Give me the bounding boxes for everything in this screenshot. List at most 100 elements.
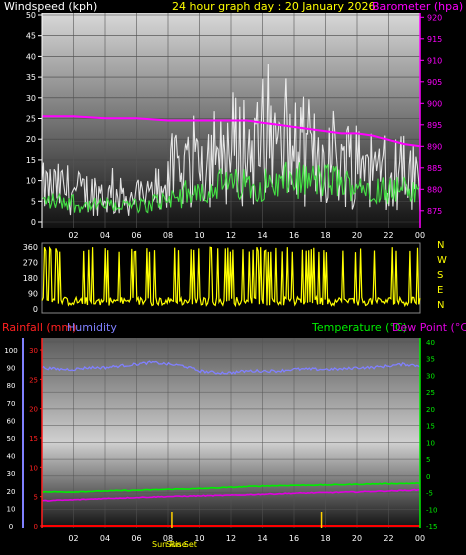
temp-x-tick-label: 14 (257, 534, 267, 543)
barometer-tick-label: 880 (427, 185, 442, 194)
direction-series (41, 245, 421, 308)
wind-tick-label: 50 (26, 11, 36, 20)
temp-x-tick-label: 06 (131, 534, 141, 543)
barometer-line (42, 115, 421, 148)
compass-label: N (437, 240, 444, 251)
rain-tick-label: 5 (34, 494, 38, 502)
direction-tick-label: 0 (33, 305, 38, 314)
rain-tick-label: 15 (29, 435, 38, 443)
temperature-axis-title: Temperature (°C) (311, 321, 407, 334)
temp-tick-label: -5 (426, 490, 433, 498)
wind-x-tick-label: 00 (415, 231, 425, 240)
sunrise-label: Sun Rise (152, 540, 187, 549)
compass-label: E (437, 285, 443, 296)
temp-tick-label: 15 (426, 423, 435, 431)
wind-tick-label: 35 (26, 73, 36, 82)
wind-x-tick-label: 10 (194, 231, 204, 240)
humidity-tick-label: 80 (7, 382, 16, 390)
wind-x-tick-label: 20 (352, 231, 362, 240)
temp-x-tick-label: 22 (383, 534, 393, 543)
wind-tick-label: 0 (31, 218, 36, 227)
humidity-axis-title: Humidity (67, 321, 117, 334)
rain-tick-label: 25 (29, 376, 38, 384)
compass-label: N (437, 300, 444, 311)
temp-x-tick-label: 00 (415, 534, 425, 543)
barometer-tick-label: 875 (427, 207, 442, 216)
wind-tick-label: 25 (26, 115, 36, 124)
temp-x-tick-label: 02 (68, 534, 78, 543)
humidity-tick-label: 40 (7, 453, 16, 461)
barometer-tick-label: 910 (427, 56, 442, 65)
temp-tick-label: 10 (426, 439, 435, 447)
humidity-tick-label: 90 (7, 365, 16, 373)
wind-tick-label: 15 (26, 156, 36, 165)
temp-x-tick-label: 04 (100, 534, 110, 543)
wind-x-tick-label: 14 (257, 231, 267, 240)
humidity-tick-label: 10 (7, 505, 16, 513)
temp-tick-label: 40 (426, 339, 435, 347)
temp-tick-label: 30 (426, 372, 435, 380)
wind-x-tick-label: 18 (320, 231, 330, 240)
temperature-line (41, 482, 421, 494)
dewpoint-line (41, 488, 420, 502)
temp-series (41, 360, 421, 528)
wind-direction-line (41, 245, 421, 308)
humidity-tick-label: 60 (7, 417, 16, 425)
temp-tick-label: 25 (426, 389, 435, 397)
wind-x-tick-label: 06 (131, 231, 141, 240)
windspeed-line (41, 63, 421, 216)
humidity-tick-label: 100 (4, 347, 17, 355)
direction-tick-label: 180 (23, 274, 38, 283)
temp-tick-label: -10 (426, 506, 437, 514)
dewpoint-axis-title: Dew Point (°C) (392, 321, 466, 334)
temp-tick-label: 20 (426, 406, 435, 414)
chart-title: 24 hour graph day : 20 January 2026 (172, 0, 376, 13)
wind-x-tick-label: 16 (289, 231, 299, 240)
wind-tick-label: 5 (31, 197, 36, 206)
wind-tick-label: 10 (26, 177, 36, 186)
rain-tick-label: 0 (34, 523, 38, 531)
temp-tick-label: -15 (426, 523, 437, 531)
humidity-tick-label: 0 (9, 523, 13, 531)
rain-tick-label: 10 (29, 464, 38, 472)
wind-x-tick-label: 12 (226, 231, 236, 240)
wind-tick-label: 40 (26, 52, 36, 61)
temp-x-tick-label: 20 (352, 534, 362, 543)
barometer-tick-label: 885 (427, 164, 442, 173)
rain-tick-label: 20 (29, 406, 38, 414)
barometer-tick-label: 890 (427, 142, 442, 151)
sunset-label: Sun Set (166, 540, 197, 549)
wind-x-tick-label: 04 (100, 231, 110, 240)
wind-tick-label: 30 (26, 94, 36, 103)
temp-axes: 0102030405060708090100051015202530-15-10… (4, 338, 437, 543)
temp-x-tick-label: 08 (163, 534, 173, 543)
wind-average-line (41, 161, 421, 214)
wind-tick-label: 20 (26, 135, 36, 144)
compass-label: W (437, 255, 447, 266)
wind-tick-label: 45 (26, 32, 36, 41)
barometer-axis-title: Barometer (hpa) (372, 0, 463, 13)
humidity-tick-label: 70 (7, 400, 16, 408)
barometer-tick-label: 905 (427, 78, 442, 87)
wind-series (41, 63, 421, 216)
wind-x-tick-label: 22 (383, 231, 393, 240)
wind-axes: 0 5 10 15 20 25 30 35 40 45 50 875 880 885 890 895 900 90… (26, 11, 442, 240)
temp-tick-label: 35 (426, 356, 435, 364)
barometer-tick-label: 900 (427, 99, 442, 108)
rainfall-axis-title: Rainfall (mm) (2, 321, 76, 334)
humidity-tick-label: 50 (7, 435, 16, 443)
barometer-tick-label: 920 (427, 13, 442, 22)
humidity-line (41, 360, 421, 375)
humidity-tick-label: 20 (7, 488, 16, 496)
barometer-tick-label: 915 (427, 35, 442, 44)
compass-label: S (437, 270, 443, 281)
temp-x-tick-label: 16 (289, 534, 299, 543)
temp-x-tick-label: 18 (320, 534, 330, 543)
temp-x-tick-label: 10 (194, 534, 204, 543)
humidity-tick-label: 30 (7, 470, 16, 478)
windspeed-axis-title: Windspeed (kph) (4, 0, 97, 13)
direction-tick-label: 360 (23, 243, 38, 252)
temp-tick-label: 0 (426, 473, 430, 481)
